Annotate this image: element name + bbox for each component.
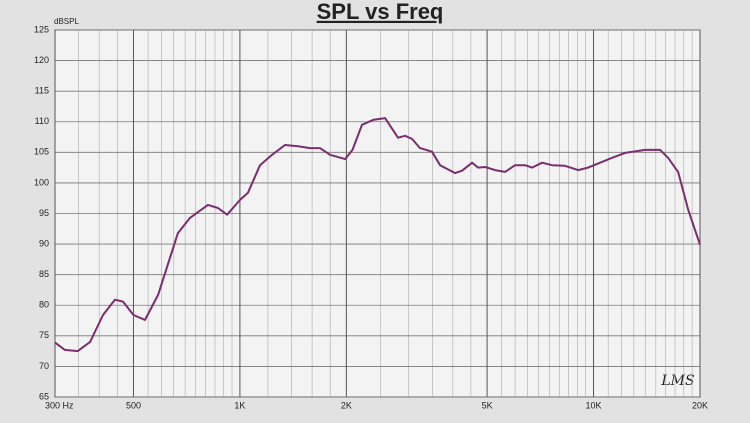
y-tick-label: 70 [39, 361, 49, 371]
y-axis-label: dBSPL [54, 17, 79, 26]
y-tick-label: 105 [34, 147, 49, 157]
x-tick-label: 5K [482, 400, 493, 410]
annotation: LMS [660, 373, 694, 389]
y-tick-label: 75 [39, 330, 49, 340]
chart-title: SPL vs Freq [317, 0, 444, 24]
y-tick-label: 125 [34, 24, 49, 34]
x-tick-label: 10K [586, 400, 602, 410]
y-tick-label: 90 [39, 238, 49, 248]
x-tick-label: 300 Hz [45, 400, 74, 410]
y-tick-label: 65 [39, 391, 49, 401]
x-tick-label: 20K [692, 400, 708, 410]
x-tick-label: 2K [341, 400, 352, 410]
y-tick-label: 115 [35, 86, 49, 96]
y-tick-label: 80 [39, 300, 49, 310]
y-tick-label: 85 [39, 269, 49, 279]
x-tick-label: 500 [126, 400, 141, 410]
x-tick-label: 1K [234, 400, 245, 410]
response-line [54, 117, 701, 353]
y-tick-label: 110 [35, 116, 49, 126]
y-tick-label: 95 [39, 208, 49, 218]
y-tick-label: 100 [34, 177, 49, 187]
y-tick-label: 120 [34, 55, 49, 65]
